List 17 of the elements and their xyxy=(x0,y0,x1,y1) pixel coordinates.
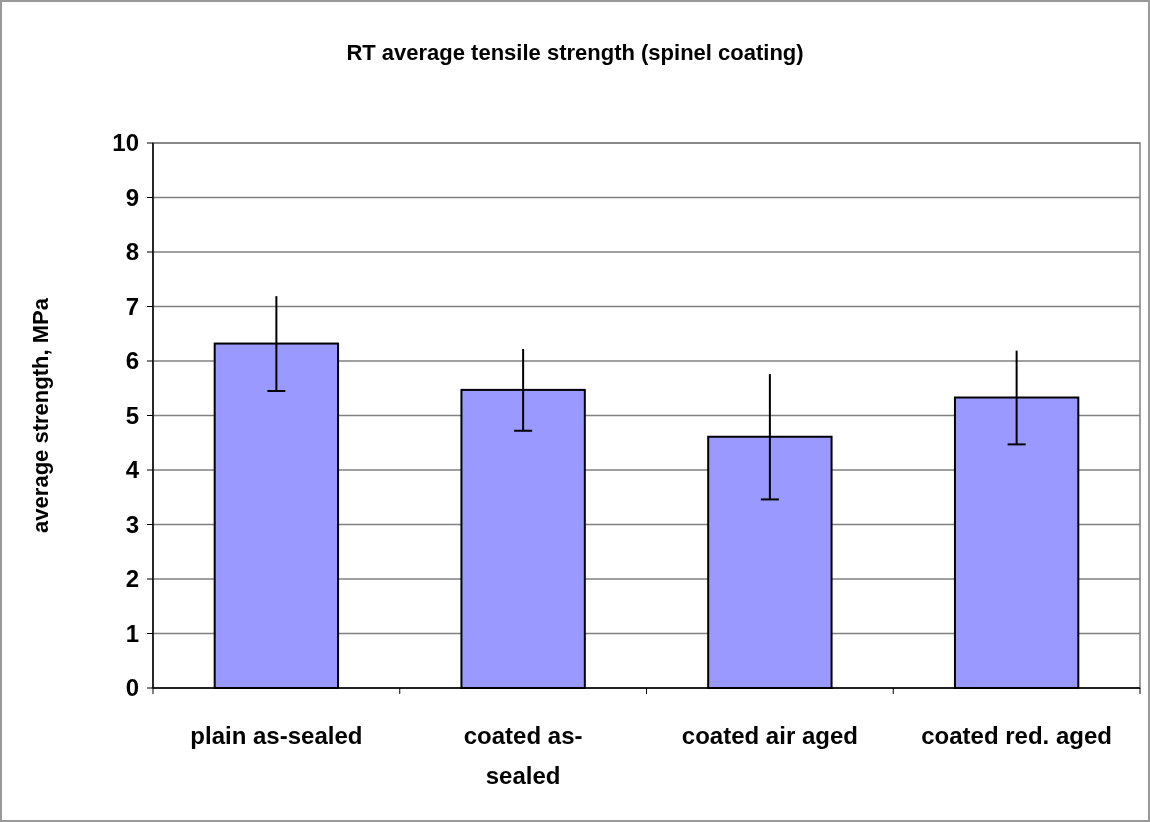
y-tick-label: 1 xyxy=(125,619,139,647)
y-tick-label: 7 xyxy=(125,292,139,320)
y-tick-label: 10 xyxy=(112,129,139,157)
y-tick-label: 2 xyxy=(125,565,139,593)
chart-title: RT average tensile strength (spinel coating) xyxy=(346,40,804,65)
y-tick-label: 8 xyxy=(125,238,139,266)
y-tick-label: 3 xyxy=(125,510,139,538)
y-axis-title: average strength, MPa xyxy=(28,297,53,533)
y-tick-label: 4 xyxy=(125,456,140,484)
y-tick-label: 6 xyxy=(125,347,139,375)
y-tick-label: 0 xyxy=(125,674,139,702)
x-tick-label: plain as-sealed xyxy=(190,722,363,749)
x-tick-label: coated as-sealed xyxy=(463,722,583,789)
x-tick-label: coated air aged xyxy=(681,722,858,749)
y-tick-label: 9 xyxy=(125,183,139,211)
y-tick-label: 5 xyxy=(125,401,139,429)
x-tick-label: coated red. aged xyxy=(921,722,1112,749)
